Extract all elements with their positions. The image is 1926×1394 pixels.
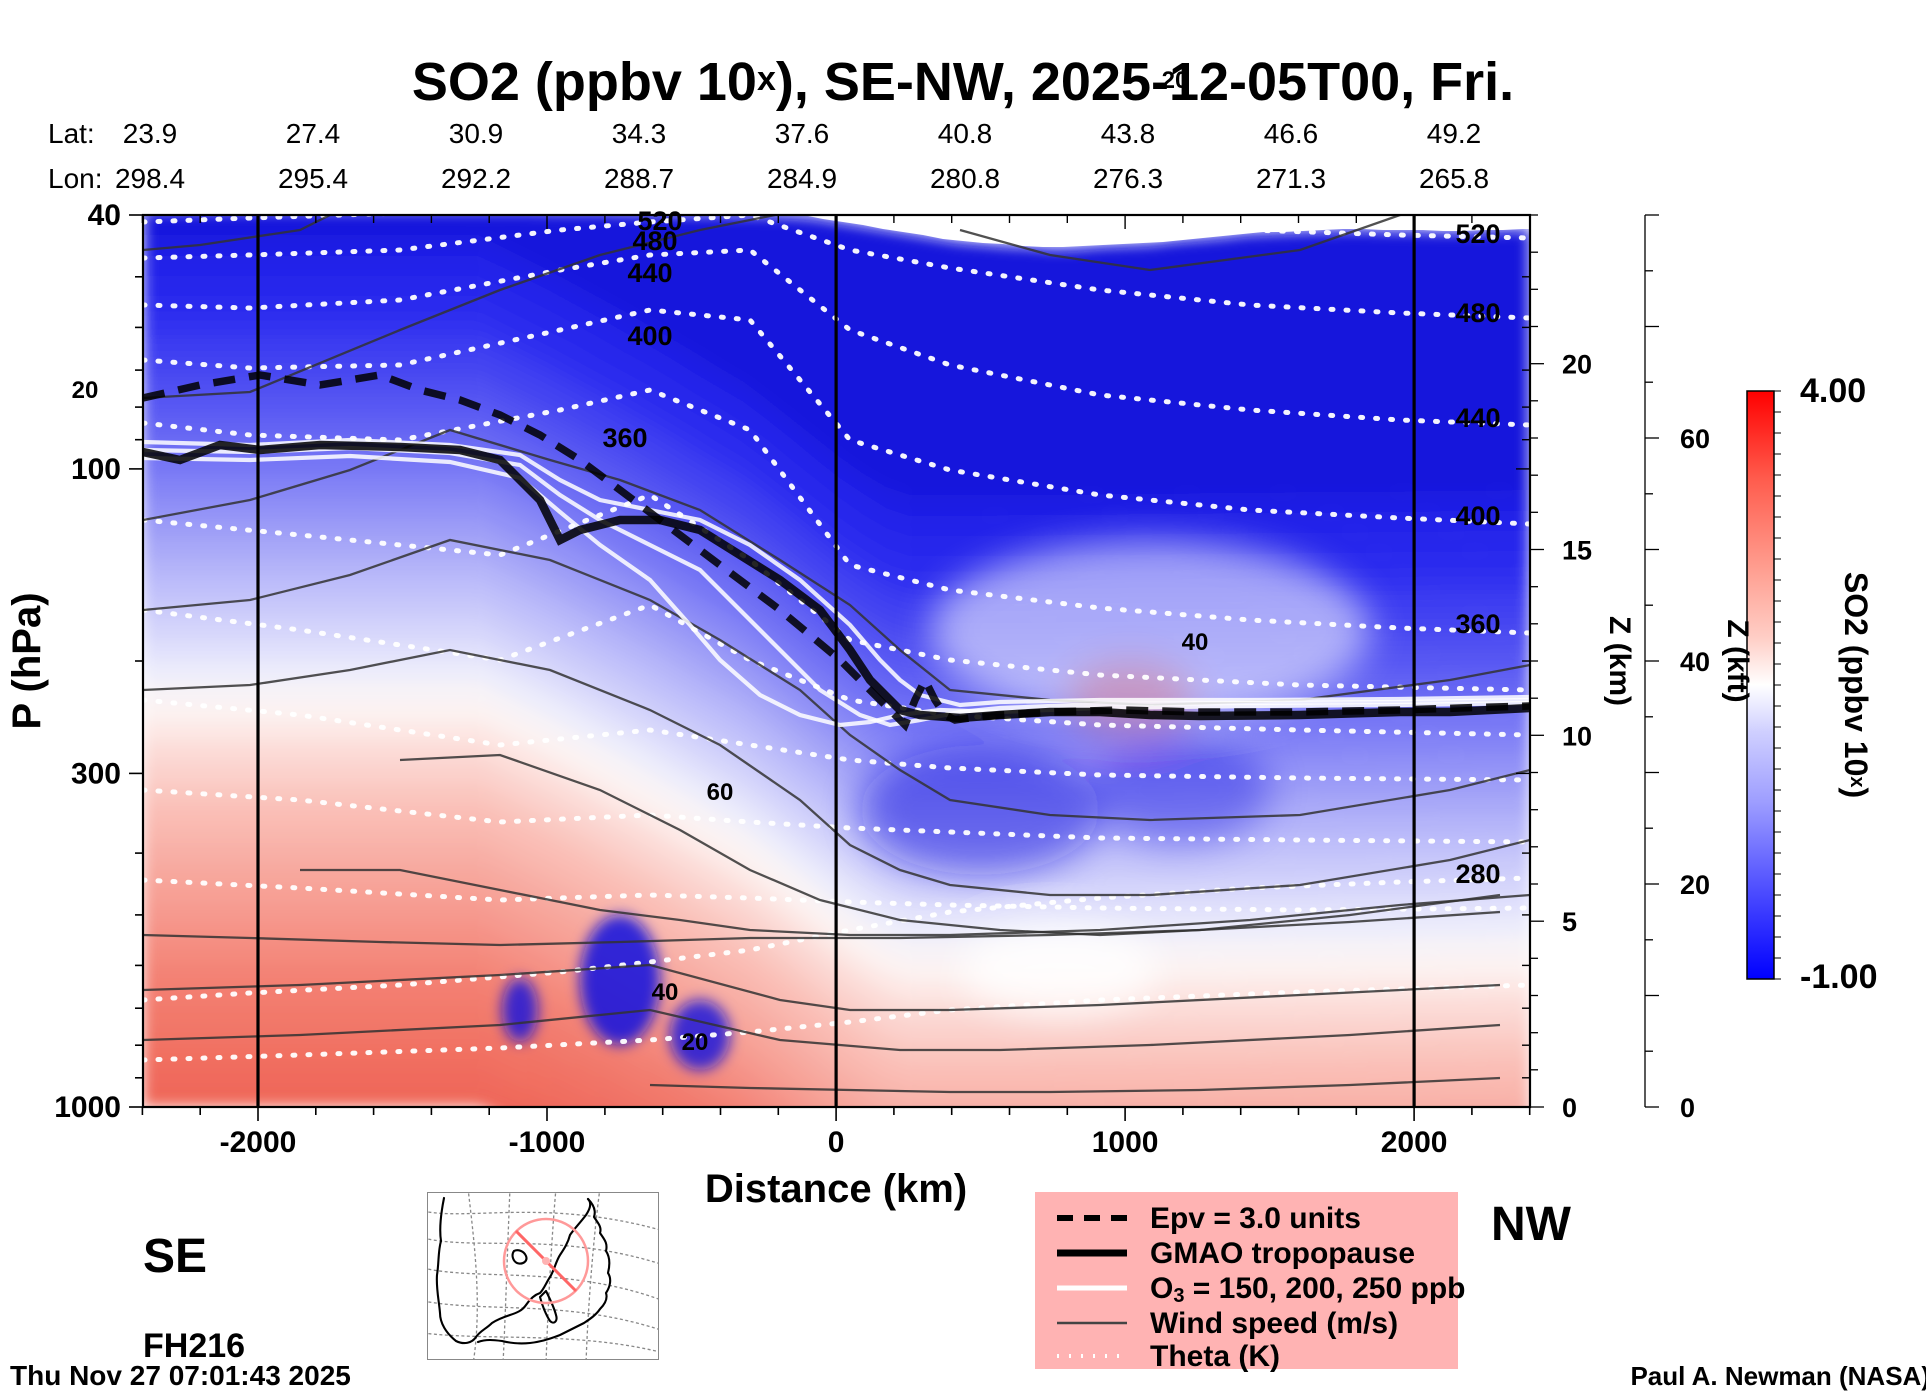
svg-text:5: 5 xyxy=(1562,907,1577,937)
svg-text:298.4: 298.4 xyxy=(115,163,185,194)
svg-text:Z (kft): Z (kft) xyxy=(1721,619,1754,702)
svg-text:520: 520 xyxy=(1455,219,1500,249)
svg-text:34.3: 34.3 xyxy=(612,118,667,149)
svg-text:43.8: 43.8 xyxy=(1101,118,1156,149)
svg-text:360: 360 xyxy=(602,423,647,453)
svg-text:60: 60 xyxy=(1680,424,1710,454)
svg-text:20: 20 xyxy=(1162,67,1189,94)
svg-text:NW: NW xyxy=(1491,1198,1572,1251)
svg-text:440: 440 xyxy=(627,258,672,288)
svg-text:60: 60 xyxy=(707,779,734,806)
svg-text:1000: 1000 xyxy=(54,1091,121,1124)
svg-text:265.8: 265.8 xyxy=(1419,163,1489,194)
svg-text:GMAO tropopause: GMAO tropopause xyxy=(1150,1237,1415,1270)
svg-text:Paul A. Newman (NASA): Paul A. Newman (NASA) xyxy=(1630,1361,1926,1391)
svg-text:271.3: 271.3 xyxy=(1256,163,1326,194)
svg-text:300: 300 xyxy=(71,757,121,790)
svg-text:100: 100 xyxy=(71,453,121,486)
svg-text:400: 400 xyxy=(627,321,672,351)
svg-text:Epv = 3.0 units: Epv = 3.0 units xyxy=(1150,1202,1361,1235)
svg-text:27.4: 27.4 xyxy=(286,118,341,149)
svg-text:Lon:: Lon: xyxy=(48,163,103,194)
svg-text:49.2: 49.2 xyxy=(1427,118,1482,149)
svg-text:37.6: 37.6 xyxy=(775,118,830,149)
svg-text:Theta (K): Theta (K) xyxy=(1150,1340,1280,1373)
svg-text:SO2 (ppbv 10x), SE-NW, 2025-12: SO2 (ppbv 10x), SE-NW, 2025-12-05T00, Fr… xyxy=(412,52,1514,112)
svg-text:2000: 2000 xyxy=(1381,1126,1448,1159)
svg-text:10: 10 xyxy=(1562,721,1592,751)
svg-text:Distance (km): Distance (km) xyxy=(705,1167,967,1211)
svg-text:480: 480 xyxy=(632,226,677,256)
svg-text:276.3: 276.3 xyxy=(1093,163,1163,194)
svg-text:40: 40 xyxy=(88,199,121,232)
svg-text:0: 0 xyxy=(828,1126,845,1159)
svg-text:40: 40 xyxy=(652,979,679,1006)
svg-text:O3 = 150, 200, 250 ppb: O3 = 150, 200, 250 ppb xyxy=(1150,1272,1465,1307)
svg-text:40: 40 xyxy=(1182,629,1209,656)
svg-text:30.9: 30.9 xyxy=(449,118,504,149)
svg-text:-1.00: -1.00 xyxy=(1800,958,1878,996)
svg-text:0: 0 xyxy=(1680,1093,1695,1123)
svg-text:Lat:: Lat: xyxy=(48,118,95,149)
svg-text:Wind speed (m/s): Wind speed (m/s) xyxy=(1150,1307,1398,1340)
svg-text:Thu Nov 27 07:01:43 2025: Thu Nov 27 07:01:43 2025 xyxy=(10,1360,351,1391)
svg-text:280.8: 280.8 xyxy=(930,163,1000,194)
svg-text:46.6: 46.6 xyxy=(1264,118,1319,149)
svg-text:20: 20 xyxy=(1680,870,1710,900)
svg-text:4.00: 4.00 xyxy=(1800,372,1866,410)
svg-text:400: 400 xyxy=(1455,501,1500,531)
svg-text:292.2: 292.2 xyxy=(441,163,511,194)
svg-text:280: 280 xyxy=(1455,859,1500,889)
svg-text:20: 20 xyxy=(72,377,99,404)
svg-text:-1000: -1000 xyxy=(509,1126,586,1159)
svg-text:23.9: 23.9 xyxy=(123,118,178,149)
svg-text:20: 20 xyxy=(682,1029,709,1056)
svg-text:40: 40 xyxy=(1680,647,1710,677)
svg-text:SE: SE xyxy=(143,1230,207,1283)
svg-text:288.7: 288.7 xyxy=(604,163,674,194)
svg-text:480: 480 xyxy=(1455,298,1500,328)
svg-text:SO2 (ppbv 10x): SO2 (ppbv 10x) xyxy=(1838,572,1874,798)
svg-text:360: 360 xyxy=(1455,609,1500,639)
svg-text:0: 0 xyxy=(1562,1093,1577,1123)
svg-text:1000: 1000 xyxy=(1092,1126,1159,1159)
svg-text:295.4: 295.4 xyxy=(278,163,348,194)
svg-text:40.8: 40.8 xyxy=(938,118,993,149)
svg-text:P (hPa): P (hPa) xyxy=(5,592,49,729)
svg-text:20: 20 xyxy=(1562,350,1592,380)
svg-text:Z (km): Z (km) xyxy=(1603,616,1636,706)
svg-text:284.9: 284.9 xyxy=(767,163,837,194)
svg-text:15: 15 xyxy=(1562,536,1592,566)
svg-text:440: 440 xyxy=(1455,403,1500,433)
svg-text:-2000: -2000 xyxy=(220,1126,297,1159)
